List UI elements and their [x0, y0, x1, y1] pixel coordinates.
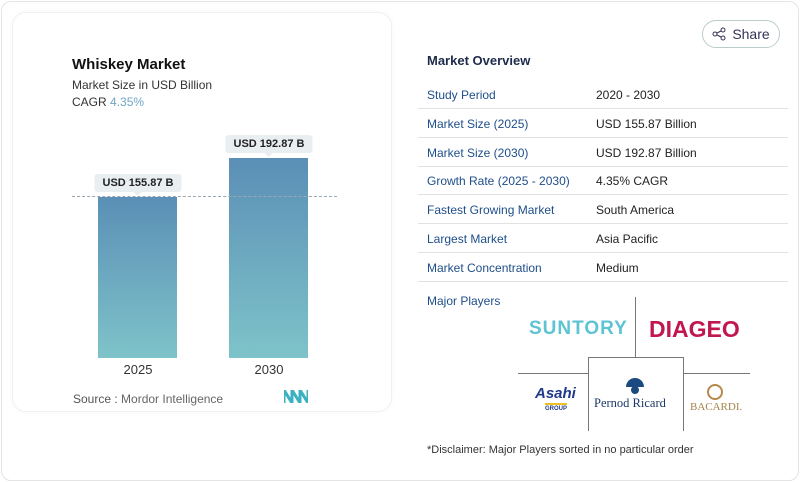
mordor-logo-icon [284, 390, 308, 403]
suntory-logo: SUNTORY [529, 318, 628, 339]
row-label: Market Concentration [427, 260, 542, 275]
overview-title: Market Overview [427, 53, 531, 68]
overview-row: Fastest Growing Market South America [418, 195, 788, 225]
divider [635, 297, 636, 357]
bacardi-bat-icon [707, 384, 723, 400]
reference-line [72, 196, 337, 197]
row-label: Largest Market [427, 232, 508, 246]
chart-subtitle: Market Size in USD Billion [72, 78, 213, 92]
divider [518, 373, 588, 374]
overview-row: Market Size (2025) USD 155.87 Billion [418, 109, 788, 138]
asahi-group-text: GROUP [545, 403, 568, 412]
diageo-logo: DIAGEO [649, 316, 740, 342]
asahi-logo: Asahi [535, 385, 576, 402]
row-label: Fastest Growing Market [427, 203, 555, 218]
share-icon [712, 27, 726, 41]
overview-row: Market Size (2030) USD 192.87 Billion [418, 138, 788, 167]
row-value: Medium [596, 260, 639, 275]
row-value: Asia Pacific [596, 232, 659, 246]
cagr: CAGR 4.35% [72, 95, 144, 109]
bar-2030 [229, 158, 308, 358]
data-label: USD 155.87 B [94, 173, 182, 196]
share-label: Share [732, 26, 770, 42]
source: Source : Mordor Intelligence [73, 392, 223, 406]
source-name: Mordor Intelligence [121, 392, 224, 406]
x-tick-label: 2030 [254, 362, 284, 377]
x-tick-label: 2025 [123, 362, 153, 377]
row-value: 2020 - 2030 [596, 88, 661, 102]
source-label: Source : [73, 392, 118, 406]
overview-row: Largest Market Asia Pacific [418, 224, 788, 253]
cagr-value: 4.35% [110, 95, 145, 109]
row-label: Study Period [427, 88, 496, 102]
cagr-label: CAGR [72, 95, 107, 109]
pernod-ricard-sun-icon [626, 378, 644, 394]
overview-row: Study Period 2020 - 2030 [418, 80, 788, 109]
pernod-ricard-logo: Pernod Ricard [594, 396, 666, 410]
overview-row: Market Concentration Medium [418, 253, 788, 282]
row-label: Market Size (2025) [427, 116, 529, 131]
bacardi-logo: BACARDI. [690, 401, 743, 413]
row-value: USD 192.87 Billion [596, 145, 697, 160]
bar-2025 [98, 196, 177, 358]
chart-title: Whiskey Market [72, 56, 186, 73]
disclaimer: *Disclaimer: Major Players sorted in no … [427, 444, 694, 456]
chart-card [12, 12, 392, 412]
share-button[interactable]: Share [702, 20, 780, 48]
overview-row: Growth Rate (2025 - 2030) 4.35% CAGR [418, 166, 788, 196]
logo-box [588, 357, 684, 431]
row-label: Growth Rate (2025 - 2030) [427, 174, 570, 189]
divider [683, 373, 750, 374]
row-value: 4.35% CAGR [596, 174, 669, 189]
row-value: USD 155.87 Billion [596, 116, 697, 131]
row-label: Market Size (2030) [427, 145, 529, 160]
data-label: USD 192.87 B [225, 135, 313, 158]
row-value: South America [596, 203, 675, 218]
major-players-title: Major Players [427, 294, 501, 308]
